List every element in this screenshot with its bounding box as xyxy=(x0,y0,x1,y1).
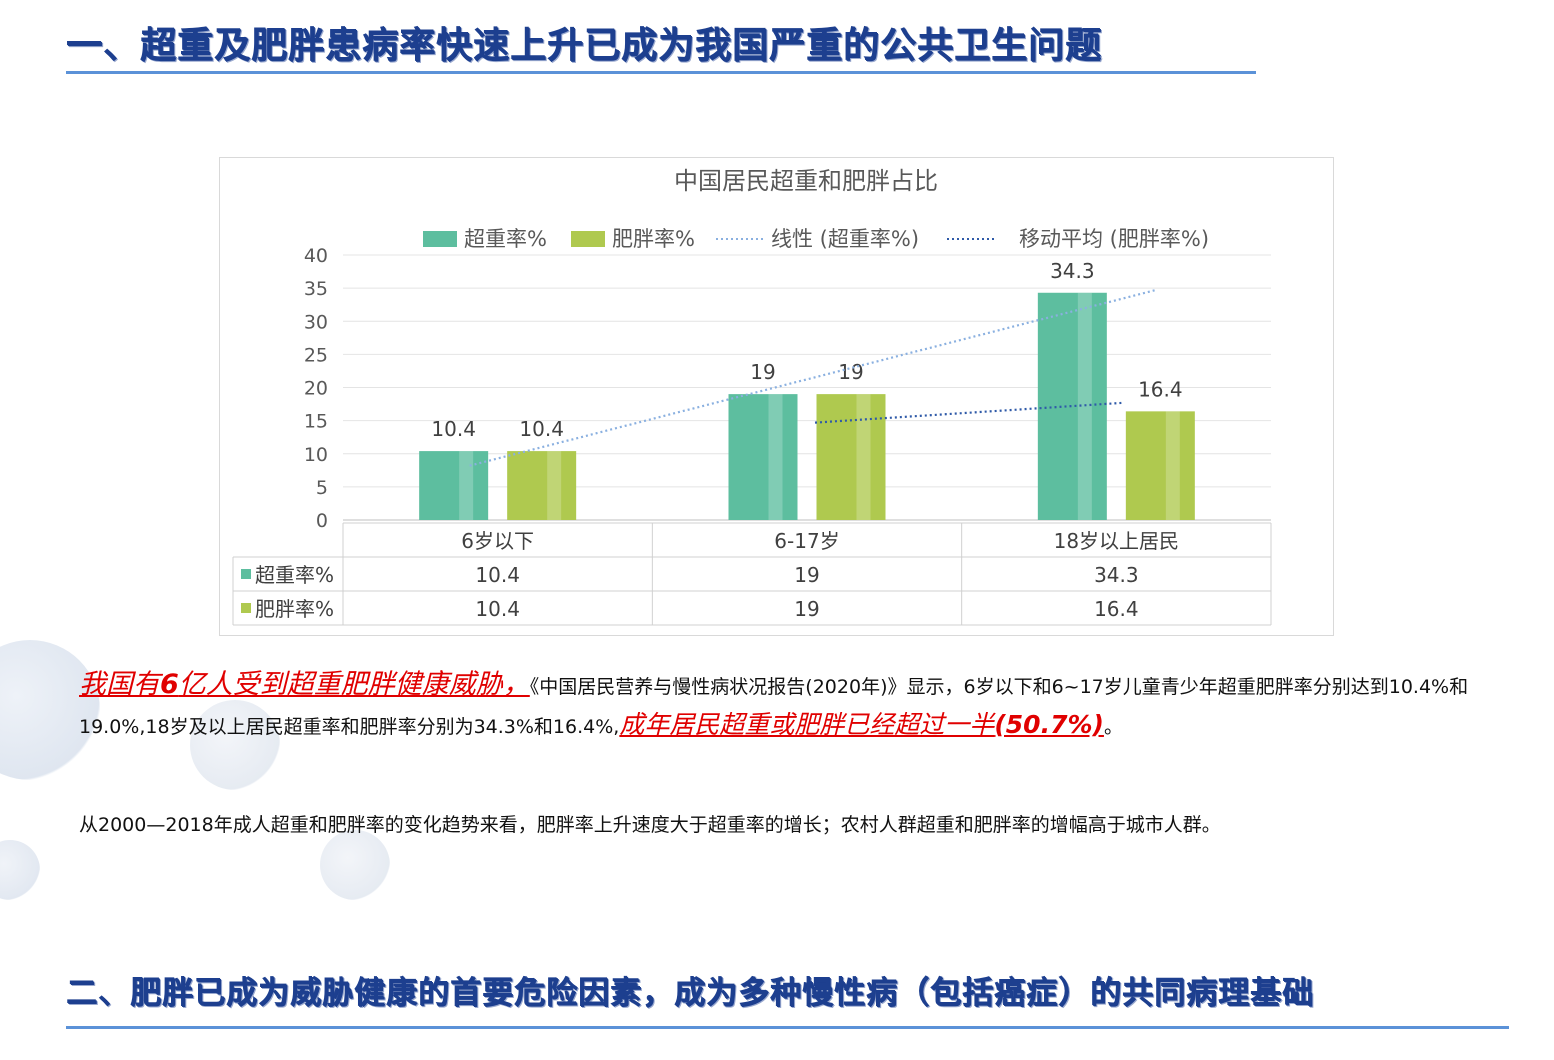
legend-swatch-overweight xyxy=(423,231,457,247)
table-cell: 10.4 xyxy=(475,563,520,587)
paragraph-end-mark: 。 xyxy=(1103,716,1123,738)
bar-highlight xyxy=(459,451,474,520)
y-tick-label: 5 xyxy=(316,477,328,499)
y-tick-label: 15 xyxy=(304,411,328,433)
section-1-heading: 一、超重及肥胖患病率快速上升已成为我国严重的公共卫生问题 xyxy=(66,25,1103,66)
legend-label-moving-average: 移动平均 (肥胖率%) xyxy=(1019,227,1209,251)
data-label-overweight: 34.3 xyxy=(1050,259,1095,283)
table-cell: 34.3 xyxy=(1094,563,1139,587)
legend-label-obesity: 肥胖率% xyxy=(612,227,695,251)
y-tick-label: 35 xyxy=(304,278,328,300)
bar-highlight xyxy=(547,451,562,520)
highlight-adult-half-text: 成年居民超重或肥胖已经超过一半 xyxy=(619,710,995,739)
table-header-cell: 6-17岁 xyxy=(774,529,839,553)
background-molecule-decoration xyxy=(0,840,40,900)
chart-container: 中国居民超重和肥胖占比 0 5 10 15 20 25 30 35 40 超重率% 肥胖率% 线性 (超… xyxy=(219,157,1334,636)
bar-obesity xyxy=(816,394,886,520)
section-2-heading: 二、肥胖已成为威胁健康的首要危险因素，成为多种慢性病（包括癌症）的共同病理基础 xyxy=(66,975,1314,1011)
paragraph-report-summary: 我国有6亿人受到超重肥胖健康威胁，《中国居民营养与慢性病状况报告(2020年)》… xyxy=(79,666,1529,746)
table-cell: 10.4 xyxy=(475,597,520,621)
moving-average-line xyxy=(814,401,1125,424)
report-findings-text: 《中国居民营养与慢性病状况报告(2020年)》显示，6岁以下和6~17岁儿童青少… xyxy=(79,676,1469,738)
data-label-obesity: 19 xyxy=(838,360,863,384)
bar-overweight xyxy=(419,451,489,520)
bar-obesity xyxy=(1125,411,1195,520)
table-row-label: 肥胖率% xyxy=(255,597,334,621)
highlight-threat-suffix: 亿人受到超重肥胖健康威胁， xyxy=(178,669,530,700)
highlight-adult-half-percent: (50.7%) xyxy=(994,710,1104,739)
highlight-threat-prefix: 我国有 xyxy=(79,669,160,700)
y-tick-label: 25 xyxy=(304,344,328,366)
table-row-swatch xyxy=(241,603,251,613)
data-label-obesity: 10.4 xyxy=(519,417,564,441)
y-tick-label: 40 xyxy=(304,245,328,267)
table-row-swatch xyxy=(241,569,251,579)
legend-label-overweight: 超重率% xyxy=(464,227,547,251)
highlight-adult-half: 成年居民超重或肥胖已经超过一半(50.7%) xyxy=(619,710,1104,739)
highlight-threat-number: 6 xyxy=(160,669,179,700)
overweight-obesity-chart: 中国居民超重和肥胖占比 0 5 10 15 20 25 30 35 40 超重率% 肥胖率% 线性 (超… xyxy=(232,167,1272,626)
y-tick-label: 20 xyxy=(304,378,328,400)
bar-highlight xyxy=(768,394,783,520)
background-molecule-decoration xyxy=(320,830,390,900)
section-1-divider xyxy=(66,71,1256,74)
bar-highlight xyxy=(1165,411,1180,520)
bar-overweight xyxy=(1037,292,1107,520)
background-molecule-decoration xyxy=(190,700,280,790)
chart-title: 中国居民超重和肥胖占比 xyxy=(674,167,938,195)
y-tick-label: 30 xyxy=(304,311,328,333)
legend-label-linear-trend: 线性 (超重率%) xyxy=(771,227,919,251)
y-tick-label: 10 xyxy=(304,444,328,466)
legend-swatch-obesity xyxy=(571,231,605,247)
y-tick-label: 0 xyxy=(316,510,328,532)
bar-highlight xyxy=(856,394,871,520)
table-header-cell: 18岁以上居民 xyxy=(1054,529,1179,553)
paragraph-trend: 从2000—2018年成人超重和肥胖率的变化趋势来看，肥胖率上升速度大于超重率的… xyxy=(79,814,1221,836)
bar-obesity xyxy=(507,451,577,520)
linear-trendline xyxy=(469,288,1157,467)
section-2-divider xyxy=(66,1026,1509,1029)
highlight-threat: 我国有6亿人受到超重肥胖健康威胁， xyxy=(79,669,530,700)
table-row-label: 超重率% xyxy=(255,563,334,587)
table-cell: 16.4 xyxy=(1094,597,1139,621)
bar-overweight xyxy=(728,394,798,520)
bar-highlight xyxy=(1077,292,1092,520)
table-header-cell: 6岁以下 xyxy=(461,529,534,553)
data-label-overweight: 10.4 xyxy=(431,417,476,441)
table-cell: 19 xyxy=(794,597,819,621)
data-label-overweight: 19 xyxy=(750,360,775,384)
table-cell: 19 xyxy=(794,563,819,587)
data-label-obesity: 16.4 xyxy=(1138,377,1183,401)
